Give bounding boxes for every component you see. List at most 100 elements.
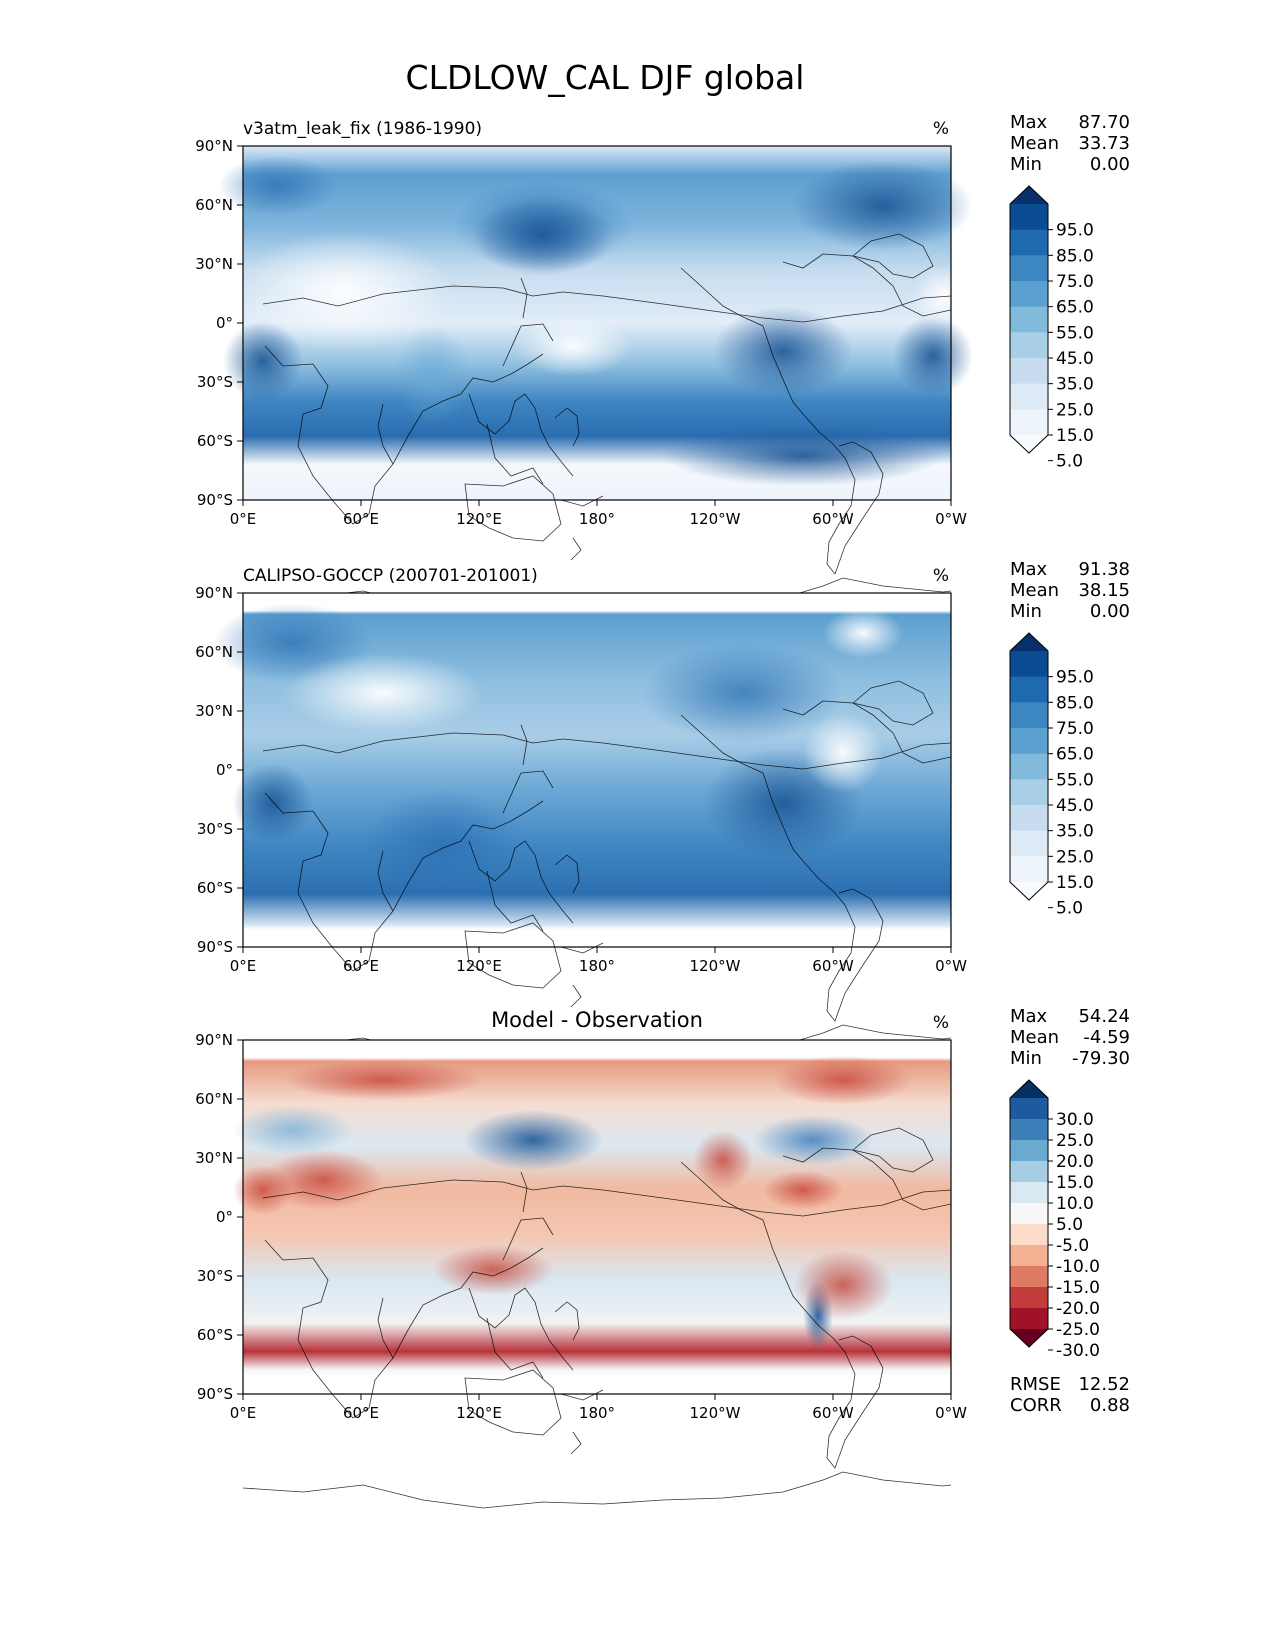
y-tick-label: 90°S bbox=[197, 1385, 233, 1403]
colorbar-segment bbox=[1010, 1266, 1048, 1288]
x-tick-label: 60°W bbox=[812, 957, 854, 975]
y-tick-label: 60°N bbox=[195, 643, 233, 661]
colorbar-label: 75.0 bbox=[1056, 719, 1094, 739]
colorbar-label: 85.0 bbox=[1056, 693, 1094, 713]
colorbar-label: 65.0 bbox=[1056, 745, 1094, 765]
stat-label: Mean bbox=[1010, 1027, 1059, 1048]
colorbar-label: 45.0 bbox=[1056, 349, 1094, 369]
x-tick-label: 0°W bbox=[935, 957, 967, 975]
panel-title: CALIPSO-GOCCP (200701-201001) bbox=[243, 566, 538, 586]
colorbar-segment bbox=[1010, 383, 1048, 410]
colorbar-label: 55.0 bbox=[1056, 323, 1094, 343]
colorbar-segment bbox=[1010, 204, 1048, 231]
colorbar-label: 25.0 bbox=[1056, 400, 1094, 420]
x-tick-label: 60°E bbox=[343, 957, 379, 975]
stat-label: Max bbox=[1010, 1006, 1048, 1027]
colorbar-label: -10.0 bbox=[1056, 1257, 1100, 1277]
y-tick-label: 0° bbox=[216, 314, 233, 332]
colorbar-segment bbox=[1010, 306, 1048, 333]
colorbar-label: 15.0 bbox=[1056, 873, 1094, 893]
colorbar-label: 95.0 bbox=[1056, 221, 1094, 241]
colorbar-extend-min bbox=[1010, 1329, 1048, 1347]
x-tick-label: 0°E bbox=[230, 510, 257, 528]
colorbar-label: 95.0 bbox=[1056, 668, 1094, 688]
colorbar-segment bbox=[1010, 728, 1048, 755]
colorbar-label: 5.0 bbox=[1056, 899, 1083, 919]
colorbar-segment bbox=[1010, 1224, 1048, 1246]
map-field bbox=[218, 146, 973, 615]
colorbar-segment bbox=[1010, 281, 1048, 308]
colorbar-label: 5.0 bbox=[1056, 452, 1083, 472]
figure-title: CLDLOW_CAL DJF global bbox=[406, 58, 805, 97]
colorbar-segment bbox=[1010, 1140, 1048, 1162]
y-tick-label: 60°S bbox=[197, 879, 233, 897]
colorbar-segment bbox=[1010, 1161, 1048, 1183]
stat-value: 38.15 bbox=[1078, 580, 1130, 601]
side-panels: Max 87.70 Mean 33.73 Min 0.00 95.0 85.0 75.0 65.0… bbox=[1009, 112, 1130, 1416]
footer-stat-label: CORR bbox=[1010, 1395, 1062, 1416]
colorbar-label: 45.0 bbox=[1056, 796, 1094, 816]
y-tick-label: 90°N bbox=[195, 1031, 233, 1049]
stat-label: Mean bbox=[1010, 133, 1059, 154]
y-tick-label: 30°S bbox=[197, 373, 233, 391]
colorbar-segment bbox=[1010, 702, 1048, 729]
x-tick-label: 60°W bbox=[812, 510, 854, 528]
colorbar-segment bbox=[1010, 1308, 1048, 1330]
y-tick-label: 90°S bbox=[197, 938, 233, 956]
colorbar-extend-min bbox=[1010, 435, 1048, 453]
colorbar-segment bbox=[1010, 856, 1048, 883]
x-tick-label: 180° bbox=[579, 957, 615, 975]
panel-difference: Model - Observation % bbox=[233, 1008, 952, 1509]
y-tick-label: 60°N bbox=[195, 196, 233, 214]
colorbar-segment bbox=[1010, 1245, 1048, 1267]
y-tick-label: 30°N bbox=[195, 255, 233, 273]
panel-units: % bbox=[933, 119, 949, 139]
colorbar-label: 10.0 bbox=[1056, 1194, 1094, 1214]
y-tick-label: 60°S bbox=[197, 432, 233, 450]
colorbar-segment bbox=[1010, 1098, 1048, 1120]
panel-title: v3atm_leak_fix (1986-1990) bbox=[243, 119, 482, 139]
x-tick-label: 0°E bbox=[230, 957, 257, 975]
x-tick-label: 180° bbox=[579, 1404, 615, 1422]
panel-model: v3atm_leak_fix (1986-1990) % bbox=[218, 119, 973, 615]
footer-stat-value: 12.52 bbox=[1078, 1374, 1130, 1395]
footer-stat-label: RMSE bbox=[1010, 1374, 1061, 1395]
colorbar-label: 20.0 bbox=[1056, 1152, 1094, 1172]
colorbar-segment bbox=[1010, 1182, 1048, 1204]
stat-value: 33.73 bbox=[1078, 133, 1130, 154]
y-tick-label: 90°S bbox=[197, 491, 233, 509]
colorbar-segment bbox=[1010, 651, 1048, 678]
colorbar-label: -30.0 bbox=[1056, 1341, 1100, 1361]
colorbar-label: 25.0 bbox=[1056, 847, 1094, 867]
x-tick-label: 0°W bbox=[935, 1404, 967, 1422]
y-tick-label: 90°N bbox=[195, 584, 233, 602]
colorbar-segment bbox=[1010, 779, 1048, 806]
colorbar-label: 15.0 bbox=[1056, 1173, 1094, 1193]
colorbar-label: 35.0 bbox=[1056, 375, 1094, 395]
x-tick-label: 120°E bbox=[456, 957, 502, 975]
map-field bbox=[213, 593, 952, 1062]
colorbar-label: 5.0 bbox=[1056, 1215, 1083, 1235]
colorbar-label: 85.0 bbox=[1056, 246, 1094, 266]
x-tick-label: 120°W bbox=[690, 510, 741, 528]
x-tick-label: 120°W bbox=[690, 957, 741, 975]
x-tick-label: 0°W bbox=[935, 510, 967, 528]
x-tick-label: 120°E bbox=[456, 510, 502, 528]
stat-value: -4.59 bbox=[1083, 1027, 1130, 1048]
colorbar-label: 35.0 bbox=[1056, 822, 1094, 842]
x-tick-label: 120°W bbox=[690, 1404, 741, 1422]
stat-label: Max bbox=[1010, 112, 1048, 133]
stat-label: Mean bbox=[1010, 580, 1059, 601]
colorbar-segment bbox=[1010, 1287, 1048, 1309]
colorbar-segment bbox=[1010, 255, 1048, 282]
stat-value: 54.24 bbox=[1078, 1006, 1130, 1027]
stat-value: -79.30 bbox=[1072, 1048, 1130, 1069]
colorbar-label: 15.0 bbox=[1056, 426, 1094, 446]
colorbar-segment bbox=[1010, 805, 1048, 832]
panel-observation: CALIPSO-GOCCP (200701-201001) % bbox=[213, 566, 952, 1062]
y-tick-label: 30°N bbox=[195, 1149, 233, 1167]
colorbar-label: 55.0 bbox=[1056, 770, 1094, 790]
colorbar-label: 30.0 bbox=[1056, 1110, 1094, 1130]
x-tick-label: 0°E bbox=[230, 1404, 257, 1422]
